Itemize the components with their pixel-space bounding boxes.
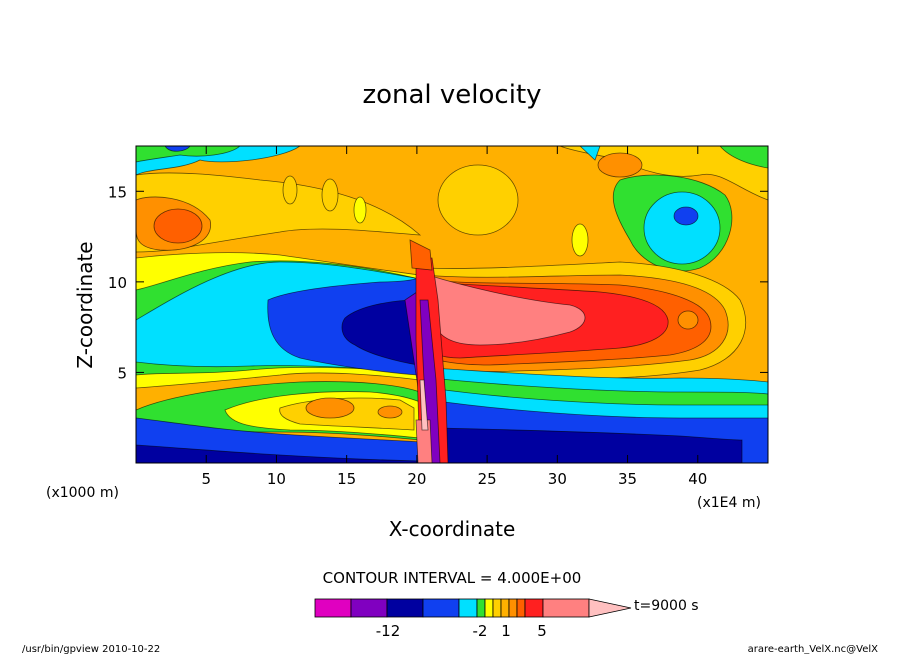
x-axis-label: X-coordinate [389, 517, 516, 541]
y-axis-label: Z-coordinate [73, 241, 97, 368]
x-tick-label: 15 [337, 470, 356, 488]
colorbar-label: -2 [473, 622, 488, 640]
x-unit-left: (x1000 m) [46, 485, 119, 501]
x-tick-label: 20 [407, 470, 426, 488]
x-unit-right: (x1E4 m) [697, 495, 761, 511]
colorbar-swatch [476, 598, 486, 618]
colorbar-label: -12 [376, 622, 401, 640]
colorbar [314, 598, 632, 618]
colorbar-swatch [350, 598, 388, 618]
footer-left: /usr/bin/gpview 2010-10-22 [22, 644, 160, 654]
colorbar-swatch [542, 598, 590, 618]
x-tick-label: 5 [201, 470, 211, 488]
y-tick-label: 15 [108, 183, 127, 201]
colorbar-labels: -12 -2 1 5 [376, 622, 547, 640]
chart-title: zonal velocity [362, 80, 541, 110]
x-axis: 5 10 15 20 25 30 35 40 [201, 146, 707, 488]
colorbar-label: 5 [537, 622, 547, 640]
colorbar-swatch [492, 598, 502, 618]
colorbar-arrow [588, 598, 632, 618]
x-tick-label: 10 [267, 470, 286, 488]
colorbar-label: 1 [501, 622, 511, 640]
x-tick-label: 30 [548, 470, 567, 488]
plot-frame [135, 145, 769, 464]
y-tick-label: 10 [108, 274, 127, 292]
colorbar-swatch [484, 598, 494, 618]
x-tick-label: 35 [618, 470, 637, 488]
colorbar-swatch [314, 598, 352, 618]
colorbar-swatch [508, 598, 518, 618]
time-label: t=9000 s [634, 598, 699, 614]
colorbar-swatch [500, 598, 510, 618]
colorbar-swatch [422, 598, 460, 618]
y-tick-label: 5 [117, 364, 127, 382]
footer-right: arare-earth_VelX.nc@VelX [748, 644, 879, 654]
colorbar-swatch [524, 598, 544, 618]
contour-interval: CONTOUR INTERVAL = 4.000E+00 [323, 569, 582, 587]
colorbar-swatch [386, 598, 424, 618]
colorbar-swatch [458, 598, 478, 618]
x-tick-label: 40 [688, 470, 707, 488]
contour-field [136, 146, 768, 463]
colorbar-swatch [516, 598, 526, 618]
y-axis: 5 10 15 [108, 183, 768, 382]
x-tick-label: 25 [478, 470, 497, 488]
